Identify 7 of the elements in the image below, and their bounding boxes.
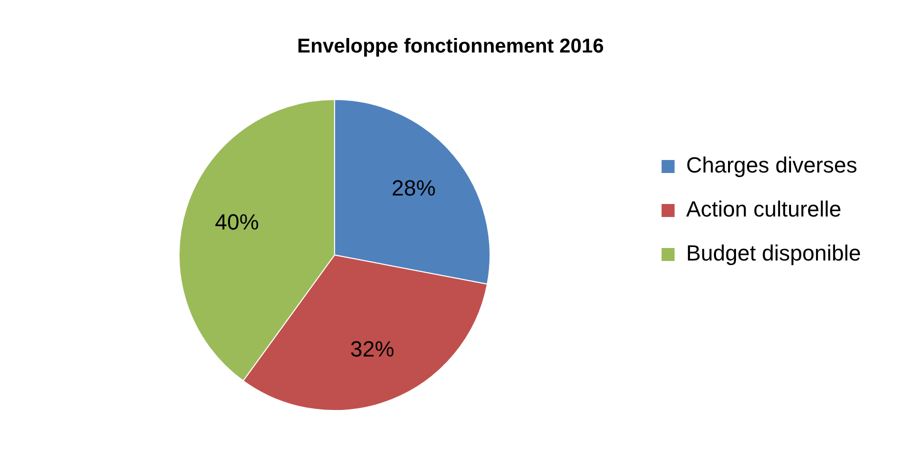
data-label: 40% (214, 209, 259, 234)
data-label: 32% (350, 336, 394, 362)
data-label: 28% (392, 176, 436, 201)
legend-label: Action culturelle (686, 196, 842, 222)
legend-label: Charges diverses (686, 152, 858, 178)
legend-label: Budget disponible (686, 240, 862, 266)
chart-title: Enveloppe fonctionnement 2016 (297, 36, 604, 58)
